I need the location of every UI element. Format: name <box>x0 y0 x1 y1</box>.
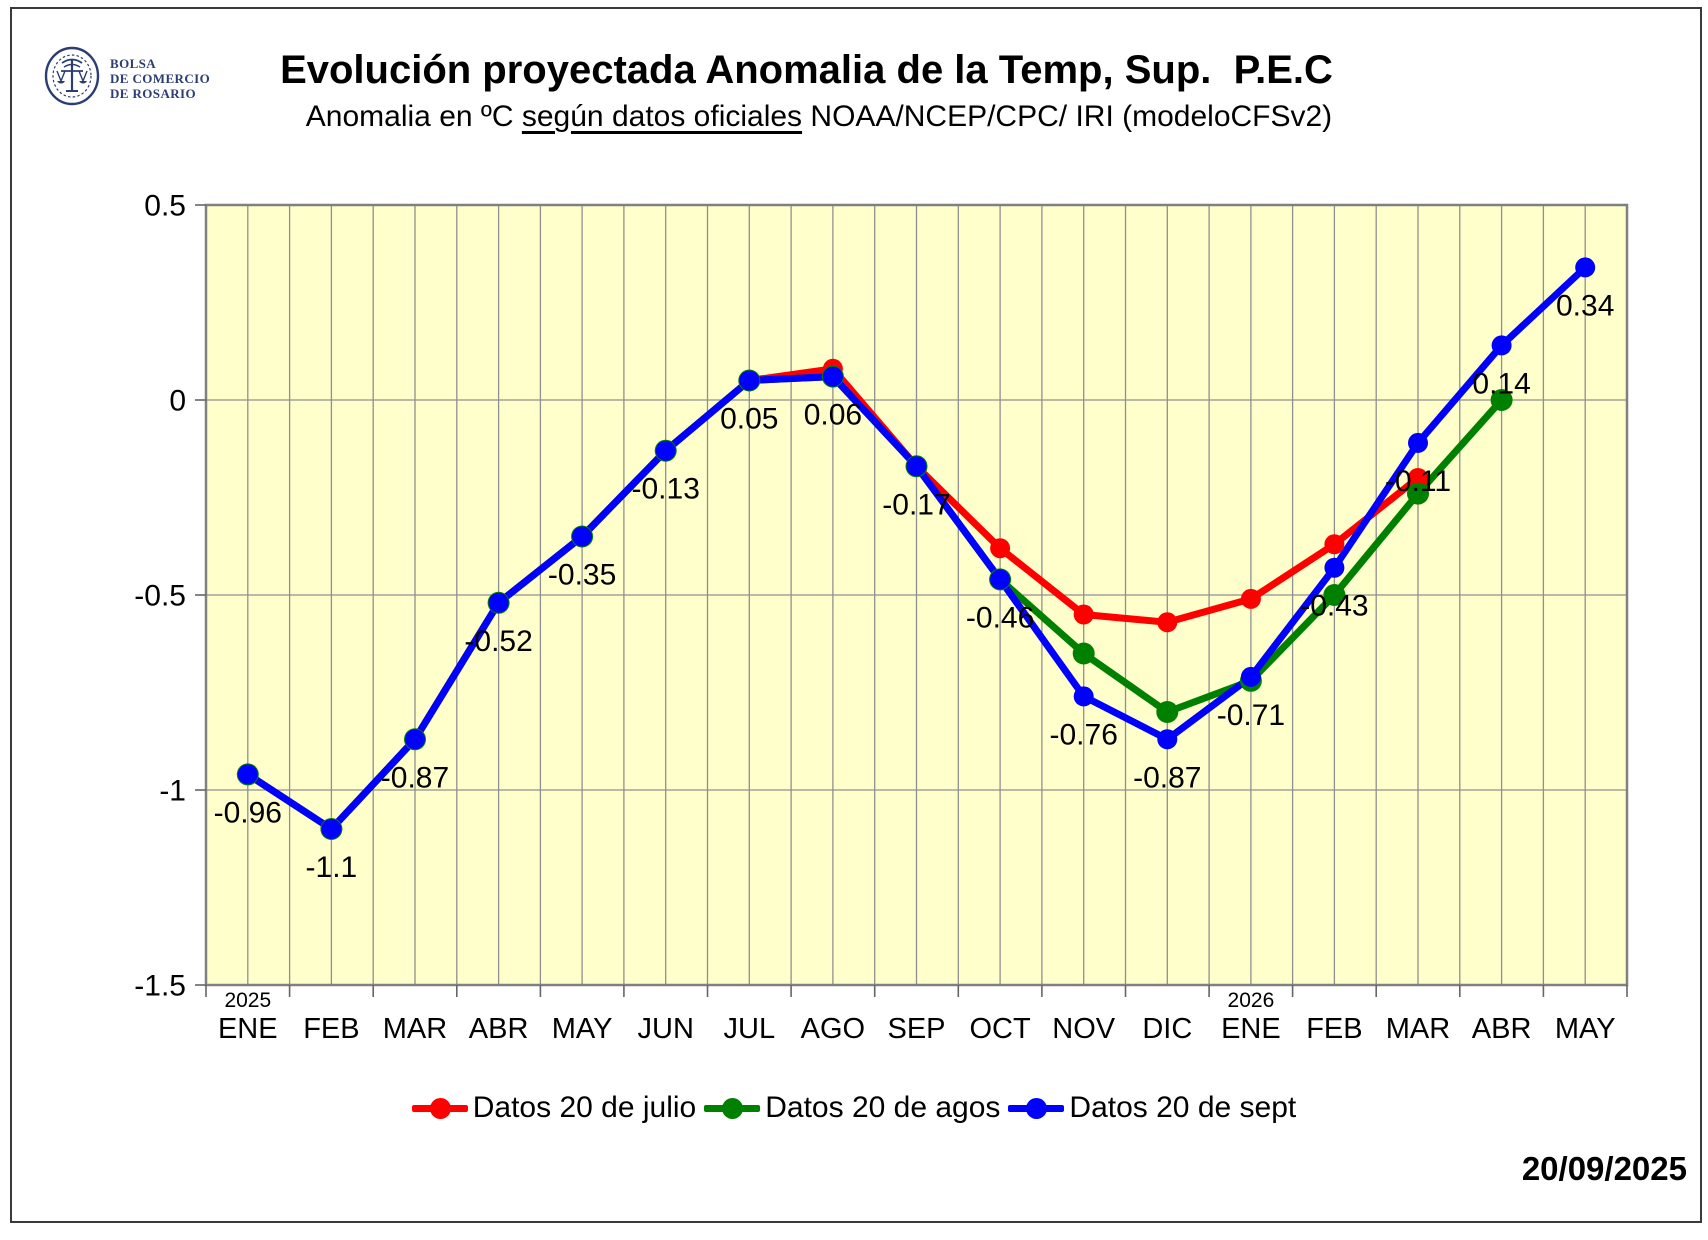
month-label: MAY <box>1555 1013 1616 1045</box>
y-tick-label: -1.5 <box>134 970 186 1003</box>
subtitle-underlined: según datos oficiales <box>521 100 803 133</box>
data-label: 0.06 <box>804 399 862 432</box>
data-label: -0.71 <box>1217 699 1285 732</box>
month-label: OCT <box>969 1013 1031 1045</box>
month-label: ABR <box>469 1013 529 1045</box>
month-label: FEB <box>303 1013 359 1045</box>
legend-item-sept: Datos 20 de sept <box>1008 1091 1296 1125</box>
data-labels: -0.96 -1.1 -0.87 -0.52 -0.35 -0.13 0.05 0.06 -0.… <box>214 289 1615 884</box>
data-label: -1.1 <box>306 851 358 884</box>
data-label: 0.34 <box>1556 289 1614 322</box>
bcr-seal-icon <box>44 46 100 106</box>
x-axis-labels: ENE FEB MAR ABR MAY JUN JUL AGO SEP OCT NOV DIC ENE F… <box>218 1013 1616 1045</box>
data-label: -0.87 <box>381 761 449 794</box>
year-label: 2026 <box>1228 989 1275 1012</box>
legend-label-julio: Datos 20 de julio <box>472 1091 697 1124</box>
data-label: -0.43 <box>1300 590 1368 623</box>
chart-subtitle: Anomalia en ºC según datos oficiales NOA… <box>306 100 1332 133</box>
year-labels: 2025 2026 <box>224 989 1274 1012</box>
chart-title: Evolución proyectada Anomalia de la Temp… <box>280 48 1333 92</box>
vertical-gridlines <box>247 205 1586 985</box>
logo-line-2: DE COMERCIO <box>110 71 211 86</box>
horizontal-gridlines <box>206 399 1627 791</box>
month-label: MAY <box>552 1013 613 1045</box>
y-tick-label: -1 <box>159 775 186 808</box>
data-label: -0.13 <box>632 473 700 506</box>
subtitle-prefix: Anomalia en ºC <box>305 100 522 133</box>
legend-marker-agos-icon <box>704 1097 761 1119</box>
data-label: -0.76 <box>1050 718 1118 751</box>
bcr-logo-text: BOLSA DE COMERCIO DE ROSARIO <box>110 56 210 101</box>
logo-line-1: BOLSA <box>110 56 157 71</box>
month-label: ABR <box>1472 1013 1532 1045</box>
legend-marker-julio-icon <box>411 1097 468 1119</box>
month-label: ENE <box>1221 1013 1281 1045</box>
month-label: MAR <box>383 1013 447 1045</box>
legend-item-agos: Datos 20 de agos <box>704 1091 1000 1125</box>
y-tick-label: 0 <box>169 385 186 418</box>
y-axis: 0.5 0 -0.5 -1 -1.5 <box>134 190 206 1003</box>
data-label: 0.05 <box>720 403 778 436</box>
month-label: DIC <box>1142 1013 1192 1045</box>
data-label: -0.96 <box>214 796 282 829</box>
legend-item-julio: Datos 20 de julio <box>411 1091 697 1125</box>
bcr-logo: BOLSA DE COMERCIO DE ROSARIO <box>44 46 210 106</box>
legend-label-sept: Datos 20 de sept <box>1069 1091 1297 1124</box>
month-label: SEP <box>887 1013 945 1045</box>
y-tick-label: 0.5 <box>144 190 186 223</box>
data-label: 0.14 <box>1472 367 1530 400</box>
x-axis-ticks <box>205 985 1628 997</box>
chart-legend: Datos 20 de julio Datos 20 de agos Datos… <box>0 1082 1708 1134</box>
data-label: -0.35 <box>548 559 616 592</box>
data-label: -0.11 <box>1385 465 1451 498</box>
month-label: AGO <box>801 1013 865 1045</box>
data-label: -0.52 <box>464 625 532 658</box>
data-label: -0.87 <box>1133 761 1201 794</box>
year-label: 2025 <box>224 989 271 1012</box>
month-label: JUL <box>724 1013 776 1045</box>
data-label: -0.17 <box>882 488 950 521</box>
legend-marker-sept-icon <box>1008 1097 1065 1119</box>
month-label: NOV <box>1052 1013 1116 1045</box>
y-tick-label: -0.5 <box>134 580 186 613</box>
series-markers-2 <box>237 257 1596 839</box>
month-label: JUN <box>638 1013 694 1045</box>
subtitle-suffix: NOAA/NCEP/CPC/ IRI (modeloCFSv2) <box>802 100 1333 133</box>
legend-label-agos: Datos 20 de agos <box>765 1091 1001 1124</box>
month-label: MAR <box>1386 1013 1450 1045</box>
data-label: -0.46 <box>966 601 1034 634</box>
plot-area: 0.50-0.5-1-1.5-0.96-1.1-0.87-0.52-0.35-0… <box>134 190 1629 1045</box>
report-date: 20/09/2025 <box>1521 1150 1687 1187</box>
month-label: FEB <box>1306 1013 1362 1045</box>
month-label: ENE <box>218 1013 278 1045</box>
logo-line-3: DE ROSARIO <box>110 86 196 101</box>
anomaly-line-chart: 0.50-0.5-1-1.5-0.96-1.1-0.87-0.52-0.35-0… <box>134 190 1629 1045</box>
